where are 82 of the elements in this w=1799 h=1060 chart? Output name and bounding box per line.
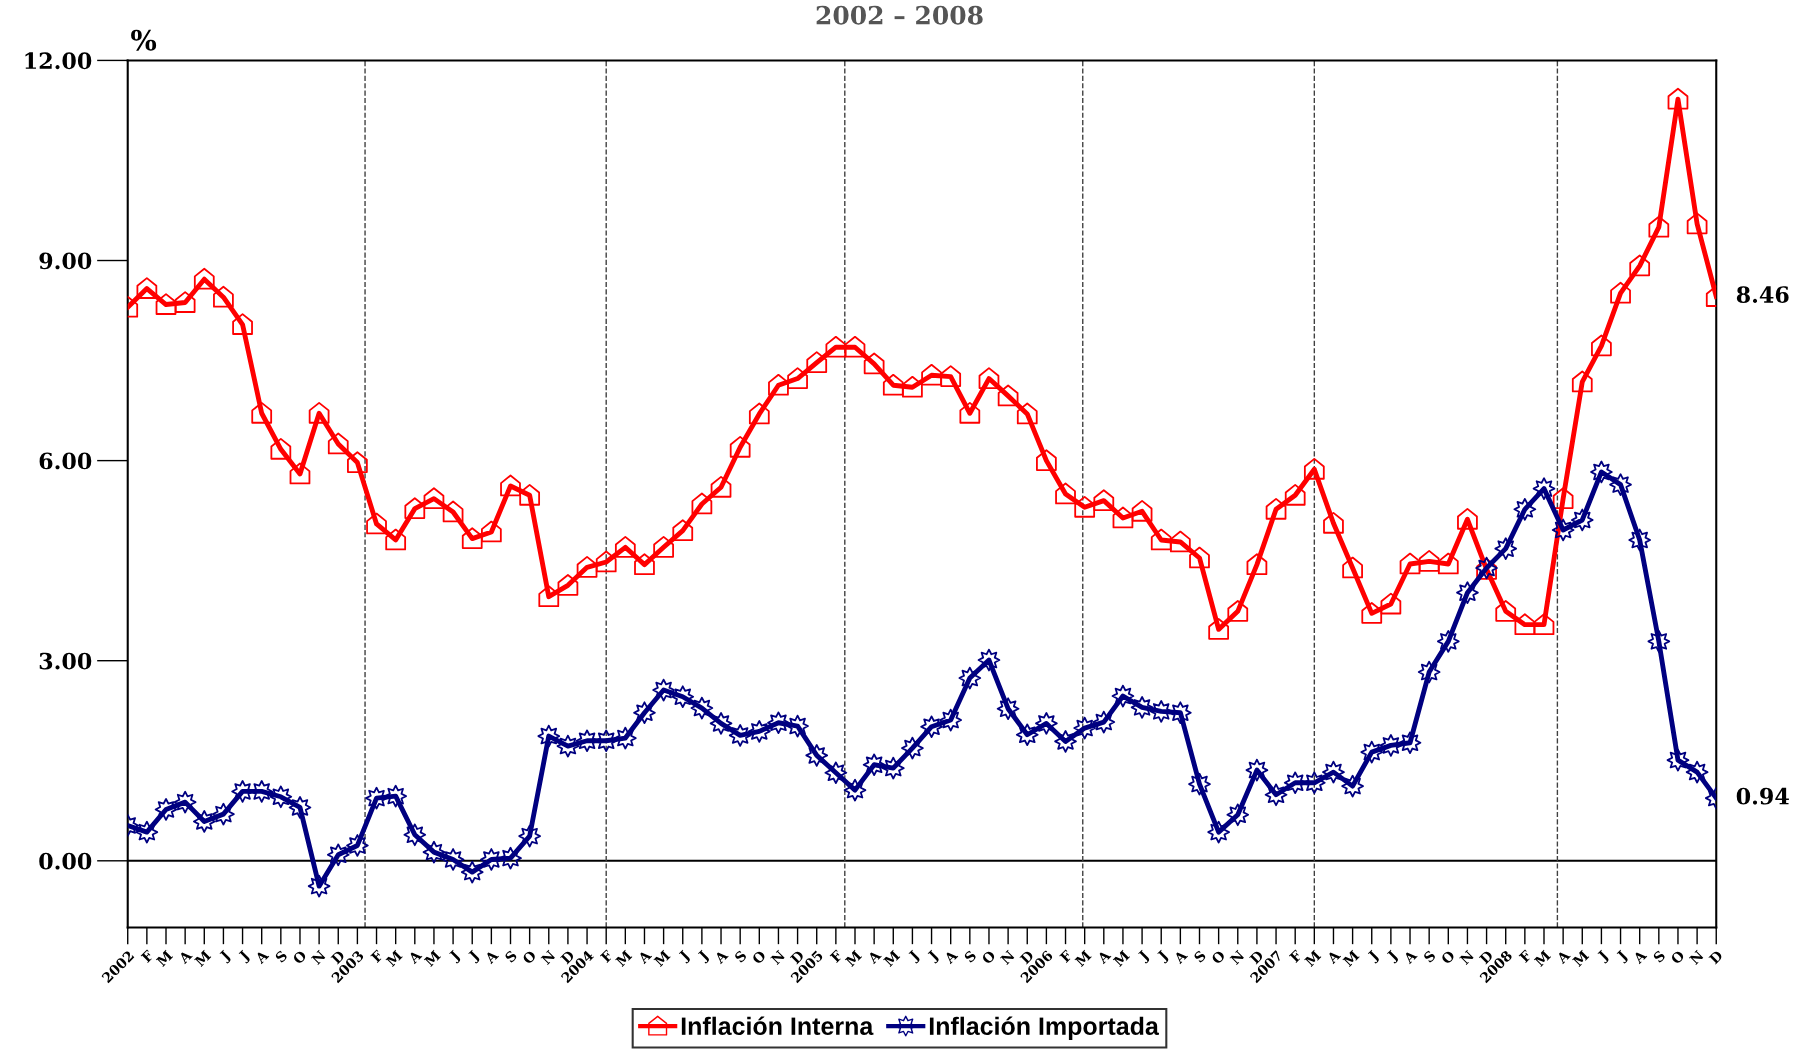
x-tick-label: S	[1422, 949, 1437, 964]
x-tick-label: M	[1112, 949, 1130, 967]
data-label: 8.46	[1736, 286, 1789, 303]
x-tick-label: S	[274, 949, 288, 964]
data-label: 0.94	[1736, 787, 1789, 805]
x-tick-label: J	[1596, 949, 1611, 964]
x-tick-label: M	[1572, 949, 1590, 967]
x-tick-label: S	[1652, 949, 1666, 964]
x-tick-label: F	[829, 949, 844, 963]
x-tick-label: N	[1229, 949, 1245, 966]
x-tick-label: J	[237, 949, 252, 964]
x-tick-label: O	[292, 949, 308, 965]
x-tick-label: A	[1172, 949, 1188, 965]
x-tick-label: J	[907, 949, 922, 964]
x-tick-label: M	[883, 949, 901, 967]
x-tick-label: A	[483, 949, 499, 965]
y-axis-title: %	[131, 29, 157, 51]
y-tick-label: 9.00	[39, 252, 92, 270]
x-tick-label: F	[599, 949, 614, 963]
x-tick-label: F	[1518, 949, 1533, 963]
x-tick-label: S	[1193, 949, 1207, 964]
x-tick-label: N	[770, 949, 786, 966]
x-tick-label: M	[155, 949, 174, 967]
x-tick-label: J	[677, 949, 692, 964]
x-tick-label: F	[140, 949, 155, 963]
x-tick-label: J	[218, 949, 233, 964]
x-tick-label: M	[423, 949, 441, 967]
x-tick-label: A	[1326, 949, 1342, 965]
x-tick-label: M	[1304, 949, 1322, 967]
y-tick-label: 6.00	[39, 452, 92, 470]
x-tick-label: A	[1632, 949, 1648, 965]
x-tick-label: A	[1402, 949, 1418, 965]
x-tick-label: N	[310, 949, 327, 966]
chart-title: 2002 – 2008	[816, 5, 983, 25]
x-tick-label: A	[177, 949, 193, 965]
x-tick-label: A	[943, 949, 959, 965]
x-tick-label: N	[540, 949, 556, 966]
x-tick-label: A	[1096, 949, 1112, 965]
x-tick-label: N	[1459, 949, 1475, 966]
x-tick-label: J	[926, 949, 941, 964]
x-tick-label: J	[696, 949, 712, 964]
x-tick-label: S	[963, 949, 977, 964]
x-tick-label: J	[448, 949, 463, 964]
x-tick-label: J	[467, 949, 482, 964]
legend-label: Inflación Interna	[681, 1016, 874, 1036]
y-tick-label: 3.00	[39, 652, 92, 670]
x-tick-label: O	[981, 949, 997, 965]
x-tick-label: M	[615, 949, 633, 967]
x-tick-label: M	[1074, 949, 1092, 967]
x-tick-label: A	[1555, 949, 1571, 965]
x-tick-label: A	[407, 949, 423, 965]
x-tick-label: O	[521, 949, 537, 965]
x-tick-label: F	[1288, 949, 1303, 963]
x-tick-label: M	[194, 949, 212, 967]
x-tick-label: A	[254, 949, 270, 965]
x-tick-label: O	[751, 949, 767, 965]
x-tick-label: J	[1385, 949, 1401, 964]
x-tick-label: D	[1708, 949, 1724, 965]
x-tick-label: F	[370, 949, 384, 963]
x-tick-label: S	[504, 949, 518, 964]
x-tick-label: N	[999, 949, 1016, 966]
x-tick-label: M	[385, 949, 403, 967]
x-tick-label: S	[733, 949, 748, 964]
x-tick-label: A	[637, 949, 653, 965]
y-tick-label: 12.00	[25, 52, 92, 70]
x-tick-label: M	[653, 949, 671, 967]
x-tick-label: M	[1533, 949, 1551, 967]
x-tick-label: O	[1440, 949, 1456, 965]
x-tick-label: F	[1059, 949, 1073, 963]
x-tick-label: O	[1670, 949, 1686, 965]
x-tick-label: A	[713, 949, 729, 965]
x-tick-label: J	[1366, 949, 1381, 964]
x-tick-label: M	[1342, 949, 1360, 967]
x-tick-label: J	[1137, 949, 1152, 964]
x-tick-label: A	[866, 949, 882, 965]
x-tick-label: J	[1615, 949, 1630, 964]
x-tick-label: O	[1210, 949, 1226, 965]
y-tick-label: 0.00	[39, 852, 92, 870]
x-tick-label: J	[1156, 949, 1171, 964]
legend-label: Inflación Importada	[929, 1016, 1159, 1040]
x-tick-label: N	[1688, 949, 1705, 966]
x-tick-label: M	[844, 949, 862, 967]
